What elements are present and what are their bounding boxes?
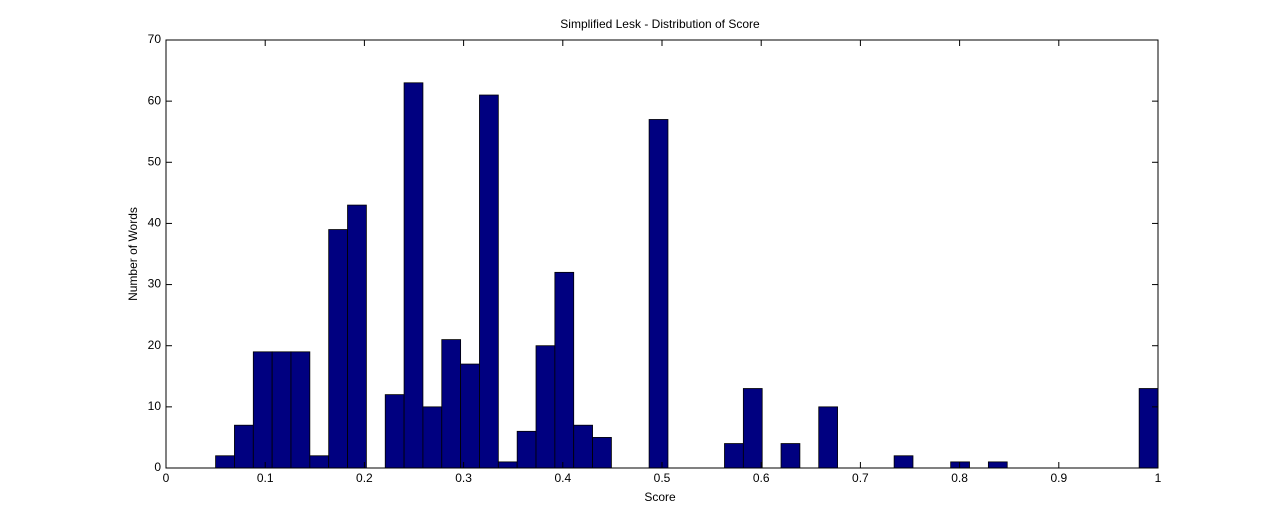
x-tick-label: 0.8 bbox=[951, 471, 968, 485]
bar bbox=[535, 345, 556, 469]
bar bbox=[384, 394, 405, 469]
bar bbox=[215, 455, 235, 469]
x-tick-label: 0 bbox=[163, 471, 170, 485]
bar bbox=[554, 271, 575, 469]
bar bbox=[818, 406, 838, 469]
x-tick-label: 0.1 bbox=[257, 471, 274, 485]
bar bbox=[648, 119, 669, 469]
bar bbox=[780, 443, 801, 469]
x-tick-label: 0.6 bbox=[753, 471, 770, 485]
bar bbox=[893, 455, 914, 469]
bar bbox=[309, 455, 330, 469]
bar bbox=[479, 94, 499, 469]
bar bbox=[234, 424, 254, 469]
y-tick-label: 50 bbox=[148, 154, 162, 168]
y-axis-label: Number of Words bbox=[126, 207, 140, 301]
x-tick-label: 0.5 bbox=[654, 471, 671, 485]
y-tick-label: 10 bbox=[148, 399, 162, 413]
y-tick-label: 0 bbox=[154, 460, 161, 474]
bar bbox=[290, 351, 311, 469]
y-tick-label: 70 bbox=[148, 32, 162, 46]
bar bbox=[422, 406, 443, 469]
y-tick-label: 40 bbox=[148, 216, 162, 230]
bar bbox=[252, 351, 273, 469]
x-tick-label: 1 bbox=[1155, 471, 1162, 485]
bar bbox=[1138, 388, 1159, 469]
bar bbox=[328, 229, 348, 469]
bar bbox=[724, 443, 744, 469]
bar bbox=[987, 461, 1008, 469]
y-tick-label: 30 bbox=[148, 277, 162, 291]
x-tick-label: 0.7 bbox=[852, 471, 869, 485]
x-tick-label: 0.3 bbox=[455, 471, 472, 485]
y-tick-label: 60 bbox=[148, 93, 162, 107]
x-axis-label: Score bbox=[644, 490, 676, 504]
bar bbox=[592, 437, 612, 469]
chart-title: Simplified Lesk - Distribution of Score bbox=[560, 17, 760, 31]
x-tick-label: 0.4 bbox=[554, 471, 571, 485]
bar bbox=[573, 424, 593, 469]
bar bbox=[271, 351, 292, 469]
bar bbox=[441, 339, 462, 469]
y-tick-label: 20 bbox=[148, 338, 162, 352]
bar bbox=[347, 204, 367, 469]
x-tick-label: 0.2 bbox=[356, 471, 373, 485]
bar bbox=[460, 363, 480, 469]
x-tick-label: 0.9 bbox=[1050, 471, 1067, 485]
bar bbox=[516, 430, 537, 469]
bar bbox=[742, 388, 763, 469]
bar bbox=[403, 82, 424, 469]
bar bbox=[497, 461, 518, 469]
